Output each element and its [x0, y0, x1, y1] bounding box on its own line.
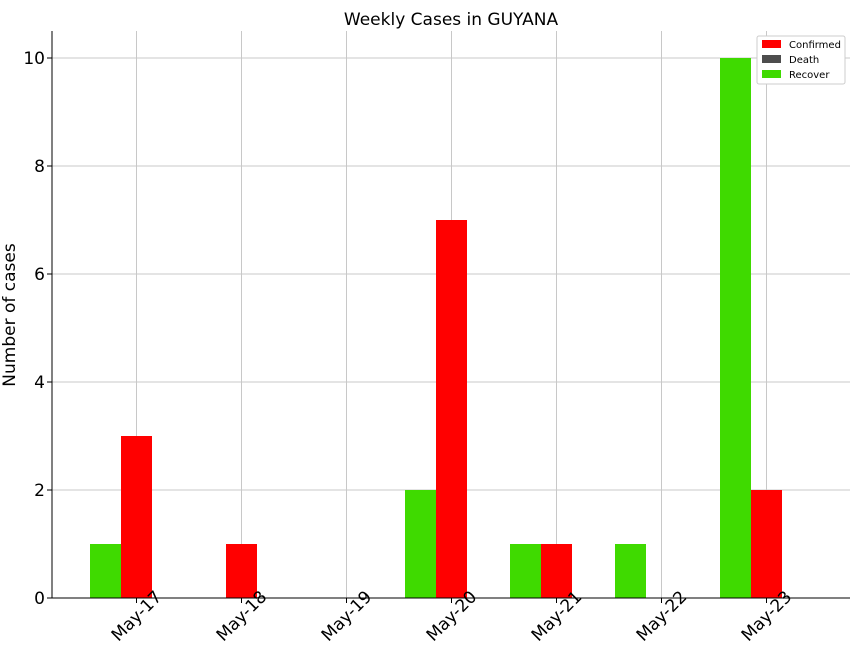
legend-label-confirmed: Confirmed [789, 40, 841, 51]
bar-recover [90, 544, 121, 598]
bar-recover [405, 490, 436, 598]
legend-swatch-confirmed [762, 40, 781, 48]
legend-swatch-recover [762, 70, 781, 78]
legend-label-death: Death [789, 55, 819, 66]
bar-confirmed [751, 490, 782, 598]
y-axis-label: Number of cases [0, 243, 20, 387]
y-tick-label: 0 [34, 589, 45, 609]
bar-recover [510, 544, 541, 598]
y-tick-label: 6 [34, 265, 45, 285]
legend-swatch-death [762, 55, 781, 63]
y-tick-label: 2 [34, 481, 45, 501]
bars [90, 58, 782, 598]
legend-label-recover: Recover [789, 70, 830, 81]
bar-recover [720, 58, 751, 598]
bar-recover [615, 544, 646, 598]
legend: Confirmed Death Recover [756, 35, 846, 85]
bar-confirmed [121, 436, 152, 598]
bar-confirmed [226, 544, 257, 598]
y-tick-label: 10 [23, 49, 45, 69]
bar-confirmed [541, 544, 572, 598]
chart-title: Weekly Cases in GUYANA [344, 10, 559, 30]
y-tick-label: 4 [34, 373, 45, 393]
bar-confirmed [436, 220, 467, 598]
y-tick-label: 8 [34, 157, 45, 177]
